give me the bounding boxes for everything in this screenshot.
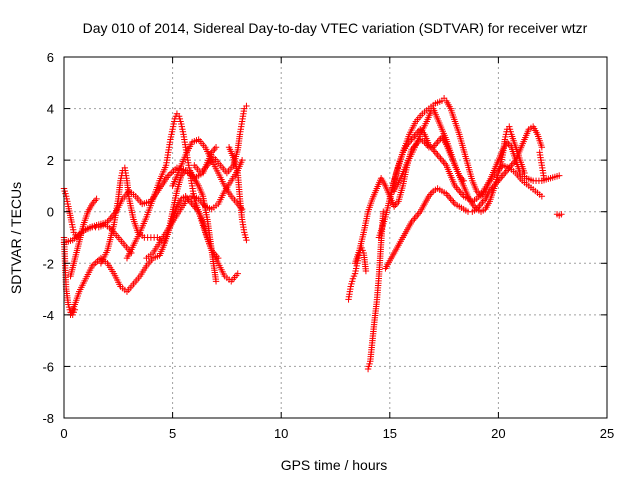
data-point xyxy=(431,148,438,155)
data-point xyxy=(238,156,246,164)
data-point xyxy=(411,215,418,222)
data-point xyxy=(434,138,441,146)
data-point xyxy=(558,211,565,218)
data-point xyxy=(456,187,463,195)
data-point xyxy=(435,153,443,160)
series-arc-19 xyxy=(536,149,548,182)
axis-ticks xyxy=(63,56,608,419)
x-axis-label: GPS time / hours xyxy=(281,457,388,473)
data-point xyxy=(414,211,421,219)
x-tick-label: 20 xyxy=(491,426,505,441)
y-tick-label: 6 xyxy=(47,50,54,65)
data-point xyxy=(362,267,370,275)
series-arc-2 xyxy=(60,234,79,319)
y-axis-label: SDTVAR / TECUs xyxy=(8,182,24,294)
series-arc-7 xyxy=(123,110,241,285)
data-point xyxy=(92,259,99,266)
series-arc-17 xyxy=(390,105,528,215)
grid xyxy=(64,57,607,418)
series-arc-4 xyxy=(67,195,100,280)
x-tick-label: 15 xyxy=(383,426,397,441)
data-point xyxy=(234,270,241,277)
data-point xyxy=(168,169,175,176)
data-point xyxy=(107,215,114,222)
series-arc-1 xyxy=(60,185,135,257)
data-point xyxy=(432,140,440,148)
data-point xyxy=(432,150,440,157)
data-point xyxy=(93,195,100,203)
data-point xyxy=(170,167,177,175)
data-point xyxy=(509,160,517,167)
data-point xyxy=(445,193,453,201)
data-point xyxy=(447,195,454,203)
series-arc-9 xyxy=(169,136,246,213)
data-point xyxy=(479,199,486,206)
data-point xyxy=(448,197,456,204)
series-arc-10 xyxy=(191,102,250,177)
data-point xyxy=(243,102,250,110)
data-point xyxy=(409,134,417,141)
data-point xyxy=(444,192,451,199)
data-point xyxy=(500,170,508,178)
data-point xyxy=(457,189,464,197)
data-point xyxy=(476,202,483,209)
x-tick-label: 10 xyxy=(274,426,288,441)
data-point xyxy=(474,204,482,211)
data-point xyxy=(434,151,441,159)
data-point xyxy=(91,197,99,204)
data-point xyxy=(90,261,98,268)
tick-labels: 0 5 10 15 20 25 -8 -6 -4 -2 0 2 4 6 xyxy=(42,50,614,441)
data-point xyxy=(450,199,457,206)
series-arc-20 xyxy=(553,211,565,219)
series-arc-18 xyxy=(382,123,546,272)
data-point xyxy=(540,174,548,182)
y-tick-label: -8 xyxy=(42,411,54,426)
y-tick-label: 2 xyxy=(47,153,54,168)
data-point xyxy=(166,170,174,178)
data-point xyxy=(238,205,246,213)
data-point xyxy=(212,144,220,151)
y-tick-label: 0 xyxy=(47,205,54,220)
data-point xyxy=(437,155,444,162)
data-point xyxy=(454,186,462,193)
data-point xyxy=(521,169,528,177)
series-arc-11 xyxy=(225,144,250,244)
plot-frame xyxy=(63,56,608,419)
data-point xyxy=(428,189,435,197)
data-point xyxy=(243,236,250,244)
data-point xyxy=(438,156,446,164)
y-tick-label: -6 xyxy=(42,359,54,374)
x-tick-label: 5 xyxy=(169,426,176,441)
data-point xyxy=(412,213,420,221)
chart-title: Day 010 of 2014, Sidereal Day-to-day VTE… xyxy=(83,20,588,36)
data-point xyxy=(440,158,447,166)
y-tick-label: -2 xyxy=(42,256,54,271)
data-point xyxy=(502,168,509,176)
data-point xyxy=(538,193,546,200)
series-arc-6 xyxy=(97,164,220,285)
x-tick-label: 0 xyxy=(60,426,67,441)
data-point xyxy=(538,144,546,151)
series-arc-12 xyxy=(345,244,370,303)
data-point xyxy=(477,200,485,208)
data-point xyxy=(211,145,218,153)
data-point xyxy=(556,172,563,179)
data-point xyxy=(212,278,220,285)
y-tick-label: 4 xyxy=(47,102,54,117)
data-points xyxy=(60,95,565,373)
series-arc-16 xyxy=(386,95,563,203)
x-tick-label: 25 xyxy=(600,426,614,441)
y-tick-label: -4 xyxy=(42,308,54,323)
data-point xyxy=(380,208,387,215)
